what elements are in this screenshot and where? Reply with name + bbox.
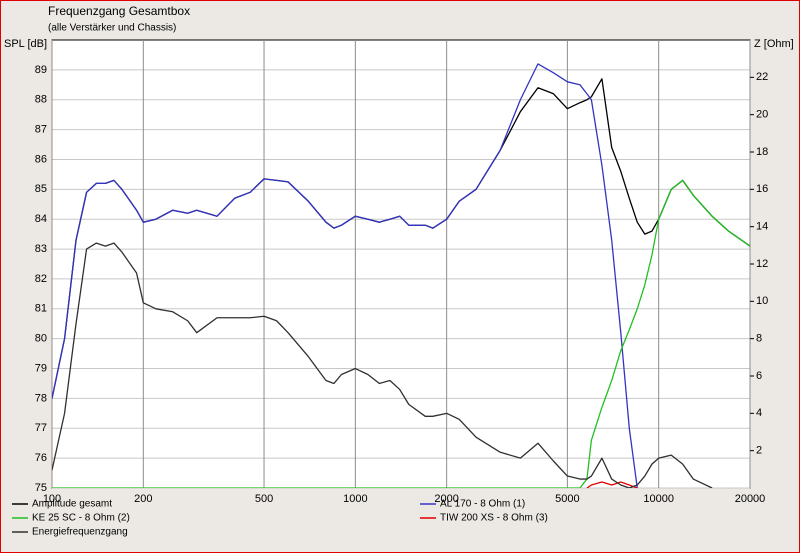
y-tick-label: 89	[35, 64, 47, 76]
series-line	[586, 481, 638, 488]
legend-label: Amplitude gesamt	[32, 499, 112, 510]
series-line	[52, 242, 713, 488]
x-tick-label: 5000	[555, 493, 579, 505]
y-tick-label: 85	[35, 183, 47, 195]
series-line	[52, 179, 750, 488]
y-tick-label: 77	[35, 422, 47, 434]
y2-tick-label: 6	[756, 370, 762, 382]
x-tick-label: 2000	[434, 493, 458, 505]
y-tick-label: 83	[35, 243, 47, 255]
y2-tick-label: 8	[756, 333, 762, 345]
y-tick-label: 80	[35, 333, 47, 345]
x-tick-label: 500	[255, 493, 273, 505]
y2-tick-label: 10	[756, 295, 768, 307]
x-tick-label: 200	[134, 493, 152, 505]
y2-tick-label: 20	[756, 109, 768, 121]
lines	[52, 63, 750, 488]
x-tick-label: 100	[43, 493, 61, 505]
y-tick-label: 79	[35, 362, 47, 374]
y2-tick-label: 2	[756, 445, 762, 457]
chart-subtitle: (alle Verstärker und Chassis)	[48, 23, 176, 34]
legend-label: Energiefrequenzgang	[32, 527, 128, 538]
y-axis-label: SPL [dB]	[4, 38, 47, 50]
y-tick-label: 86	[35, 153, 47, 165]
chart-title: Frequenzgang Gesamtbox	[48, 4, 190, 18]
y-tick-label: 84	[35, 213, 47, 225]
y2-tick-label: 16	[756, 183, 768, 195]
y2-tick-label: 12	[756, 258, 768, 270]
legend-label: AL 170 - 8 Ohm (1)	[440, 499, 525, 510]
y2-axis-label: Z [Ohm]	[754, 38, 794, 50]
y2-tick-label: 22	[756, 71, 768, 83]
y2-tick-label: 18	[756, 146, 768, 158]
y-tick-label: 81	[35, 303, 47, 315]
y-tick-label: 75	[35, 482, 47, 494]
grid	[51, 40, 751, 489]
x-tick-label: 20000	[735, 493, 766, 505]
y-tick-label: 88	[35, 94, 47, 106]
y-tick-label: 87	[35, 124, 47, 136]
plot-area	[51, 39, 751, 489]
y-tick-label: 78	[35, 392, 47, 404]
legend-label: KE 25 SC - 8 Ohm (2)	[32, 513, 130, 524]
x-tick-label: 10000	[643, 493, 674, 505]
y-tick-label: 76	[35, 452, 47, 464]
y-tick-label: 82	[35, 273, 47, 285]
x-tick-label: 1000	[343, 493, 367, 505]
y2-tick-label: 14	[756, 221, 768, 233]
series-line	[52, 63, 638, 488]
legend-label: TIW 200 XS - 8 Ohm (3)	[440, 513, 548, 524]
y2-tick-label: 4	[756, 407, 762, 419]
